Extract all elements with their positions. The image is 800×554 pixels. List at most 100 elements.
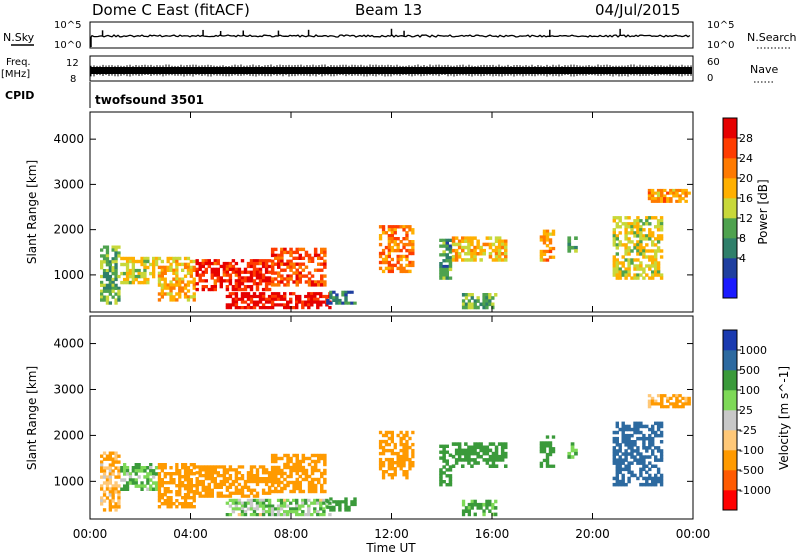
freq-tick-low: 8 [70, 74, 76, 85]
x-tick-label: 04:00 [173, 527, 208, 541]
colorbar-segment [723, 178, 737, 199]
colorbar-tick-label: 4 [739, 252, 746, 265]
noise-tick-low-right: 10^0 [707, 40, 734, 51]
echo-region [378, 225, 415, 274]
nave-tick-low: 0 [707, 73, 713, 84]
echo-region [270, 453, 327, 494]
x-tick-label: 20:00 [575, 527, 610, 541]
power-colorbar-ticks: 28 24 20 16 12 8 4 [737, 132, 753, 265]
colorbar-segment [723, 350, 737, 371]
freq-label-2: [MHz] [1, 69, 30, 80]
echo-region [567, 236, 578, 253]
power-y-ticks: 1000 2000 3000 4000 [53, 132, 693, 282]
colorbar-segment [723, 118, 737, 139]
echo-region [100, 451, 121, 512]
y-tick-label: 3000 [53, 382, 84, 396]
colorbar-segment [723, 410, 737, 431]
echo-region [120, 463, 159, 491]
power-panel-frame [89, 111, 694, 313]
colorbar-frame [722, 329, 738, 511]
velocity-y-ticks: 1000 2000 3000 4000 [53, 337, 693, 488]
time-x-ticks: 00:00 04:00 08:00 12:00 16:00 20:00 00:00 [73, 112, 711, 541]
freq-strip-frame [89, 55, 694, 82]
echo-region [326, 290, 357, 305]
colorbar-segment [723, 218, 737, 239]
power-echo-regions [100, 188, 691, 310]
x-tick-label: 12:00 [374, 527, 409, 541]
echo-region [225, 498, 332, 517]
colorbar-tick-label: 24 [739, 152, 753, 165]
echo-region [461, 499, 498, 517]
echo-region [612, 216, 664, 280]
nave-label: Nave [750, 63, 778, 76]
y-tick-label: 4000 [53, 337, 84, 351]
colorbar-segment [723, 330, 737, 351]
freq-series-wiggle [90, 64, 692, 77]
freq-tick-high: 12 [66, 58, 79, 69]
x-tick-label: 00:00 [73, 527, 108, 541]
colorbar-segment [723, 138, 737, 159]
colorbar-segment [723, 370, 737, 391]
colorbar-segment [723, 278, 737, 299]
colorbar-tick-label: 100 [739, 384, 760, 397]
echo-region [461, 293, 498, 310]
colorbar-segment [723, 450, 737, 471]
echo-region [157, 463, 196, 509]
cpid-text: twofsound 3501 [95, 93, 204, 107]
echo-region [647, 188, 691, 203]
colorbar-tick-label: 25 [739, 404, 753, 417]
velocity-y-axis-label: Slant Range [km] [25, 366, 39, 470]
colorbar-tick-label: 28 [739, 132, 753, 145]
colorbar-tick-label: -1000 [739, 484, 771, 497]
echo-region [647, 394, 691, 409]
echo-region [612, 421, 664, 487]
echo-region [326, 497, 357, 512]
echo-region [439, 238, 453, 280]
noise-spikes [90, 28, 621, 47]
station-title: Dome C East (fitACF) [92, 1, 250, 19]
date-title: 04/Jul/2015 [595, 1, 680, 19]
colorbar-tick-label: 1000 [739, 344, 767, 357]
y-tick-label: 4000 [53, 132, 84, 146]
echo-region [120, 256, 159, 285]
echo-region [195, 465, 272, 498]
echo-region [225, 292, 332, 310]
colorbar-segment [723, 198, 737, 219]
colorbar-tick-label: -100 [739, 444, 764, 457]
echo-region [451, 442, 508, 468]
y-tick-label: 2000 [53, 428, 84, 442]
x-tick-label: 08:00 [274, 527, 309, 541]
freq-label-1: Freq. [6, 57, 31, 68]
colorbar-segment [723, 158, 737, 179]
power-colorbar-label: Power [dB] [756, 179, 770, 244]
colorbar-segment [723, 490, 737, 511]
echo-region [157, 256, 196, 302]
colorbar-tick-label: -500 [739, 464, 764, 477]
nave-tick-high: 60 [707, 57, 720, 68]
power-colorbar [722, 117, 738, 299]
power-y-axis-label: Slant Range [km] [25, 160, 39, 264]
echo-region [539, 229, 556, 262]
colorbar-segment [723, 390, 737, 411]
echo-region [195, 259, 272, 292]
colorbar-tick-label: -25 [739, 424, 757, 437]
colorbar-tick-label: 16 [739, 192, 753, 205]
colorbar-segment [723, 258, 737, 279]
x-tick-label: 00:00 [676, 527, 711, 541]
colorbar-segment [723, 430, 737, 451]
noise-tick-high-left: 10^5 [54, 20, 81, 31]
echo-region [100, 245, 121, 305]
x-tick-label: 16:00 [475, 527, 510, 541]
cpid-label: CPID [5, 89, 34, 102]
velocity-colorbar-label: Velocity [m s^-1] [777, 366, 791, 470]
colorbar-tick-label: 8 [739, 232, 746, 245]
y-tick-label: 1000 [53, 474, 84, 488]
velocity-colorbar [722, 329, 738, 511]
colorbar-frame [722, 117, 738, 299]
colorbar-segment [723, 238, 737, 259]
y-tick-label: 3000 [53, 177, 84, 191]
noise-tick-high-right: 10^5 [707, 20, 734, 31]
noise-strip-frame [89, 21, 694, 49]
y-tick-label: 1000 [53, 268, 84, 282]
echo-region [378, 430, 415, 480]
